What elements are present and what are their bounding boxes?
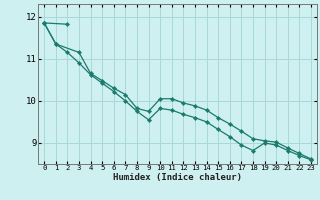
X-axis label: Humidex (Indice chaleur): Humidex (Indice chaleur) (113, 173, 242, 182)
